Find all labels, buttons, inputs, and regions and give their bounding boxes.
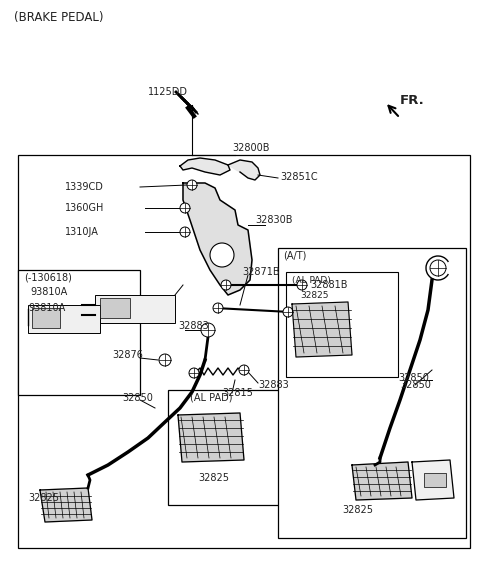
Text: 1360GH: 1360GH bbox=[65, 203, 104, 213]
Bar bbox=[286, 272, 398, 377]
Text: 1125DD: 1125DD bbox=[148, 87, 188, 97]
Circle shape bbox=[213, 303, 223, 313]
Bar bbox=[100, 298, 130, 318]
Text: 1339CD: 1339CD bbox=[65, 182, 104, 192]
Text: (-130618): (-130618) bbox=[24, 273, 72, 283]
Text: 32883: 32883 bbox=[258, 380, 289, 390]
Circle shape bbox=[180, 203, 190, 213]
Bar bbox=[278, 248, 466, 538]
Text: 32830B: 32830B bbox=[255, 215, 292, 225]
Circle shape bbox=[239, 365, 249, 375]
Bar bbox=[28, 305, 100, 333]
Text: 32881B: 32881B bbox=[310, 280, 348, 290]
Text: 32815: 32815 bbox=[222, 388, 253, 398]
Circle shape bbox=[221, 280, 231, 290]
Circle shape bbox=[159, 354, 171, 366]
Bar bbox=[18, 270, 140, 395]
Text: (AL PAD): (AL PAD) bbox=[190, 393, 232, 403]
Text: 1310JA: 1310JA bbox=[65, 227, 99, 237]
Text: 32850: 32850 bbox=[122, 393, 153, 403]
Text: FR.: FR. bbox=[400, 93, 425, 107]
Text: 32825: 32825 bbox=[342, 505, 373, 515]
Polygon shape bbox=[412, 460, 454, 500]
Circle shape bbox=[189, 368, 199, 378]
Circle shape bbox=[187, 180, 197, 190]
Text: 32825: 32825 bbox=[28, 493, 59, 503]
Polygon shape bbox=[178, 413, 244, 462]
Text: 93810A: 93810A bbox=[28, 303, 65, 313]
Circle shape bbox=[210, 243, 234, 267]
Text: 32883: 32883 bbox=[178, 321, 209, 331]
Bar bbox=[424, 473, 446, 487]
Polygon shape bbox=[292, 302, 352, 357]
Text: 32825: 32825 bbox=[198, 473, 229, 483]
Circle shape bbox=[201, 323, 215, 337]
Bar bbox=[18, 155, 470, 548]
Text: 32850: 32850 bbox=[400, 380, 431, 390]
Text: (BRAKE PEDAL): (BRAKE PEDAL) bbox=[14, 12, 104, 25]
Text: 32825: 32825 bbox=[300, 291, 328, 301]
Text: 93810A: 93810A bbox=[30, 287, 67, 297]
Polygon shape bbox=[40, 488, 92, 522]
Circle shape bbox=[297, 280, 307, 290]
Circle shape bbox=[180, 227, 190, 237]
Bar bbox=[32, 308, 60, 328]
Text: 32851C: 32851C bbox=[280, 172, 318, 182]
Bar bbox=[168, 390, 316, 505]
Circle shape bbox=[430, 260, 446, 276]
Polygon shape bbox=[183, 183, 252, 295]
Text: (AL PAD): (AL PAD) bbox=[292, 275, 331, 285]
Polygon shape bbox=[180, 158, 230, 175]
Text: 32800B: 32800B bbox=[232, 143, 269, 153]
Bar bbox=[95, 295, 175, 323]
Polygon shape bbox=[352, 462, 412, 500]
Polygon shape bbox=[228, 160, 260, 180]
Text: (A/T): (A/T) bbox=[283, 250, 306, 260]
Text: 32876: 32876 bbox=[112, 350, 143, 360]
Text: 32871B: 32871B bbox=[242, 267, 280, 277]
Circle shape bbox=[283, 307, 293, 317]
Text: 32850: 32850 bbox=[398, 373, 429, 383]
